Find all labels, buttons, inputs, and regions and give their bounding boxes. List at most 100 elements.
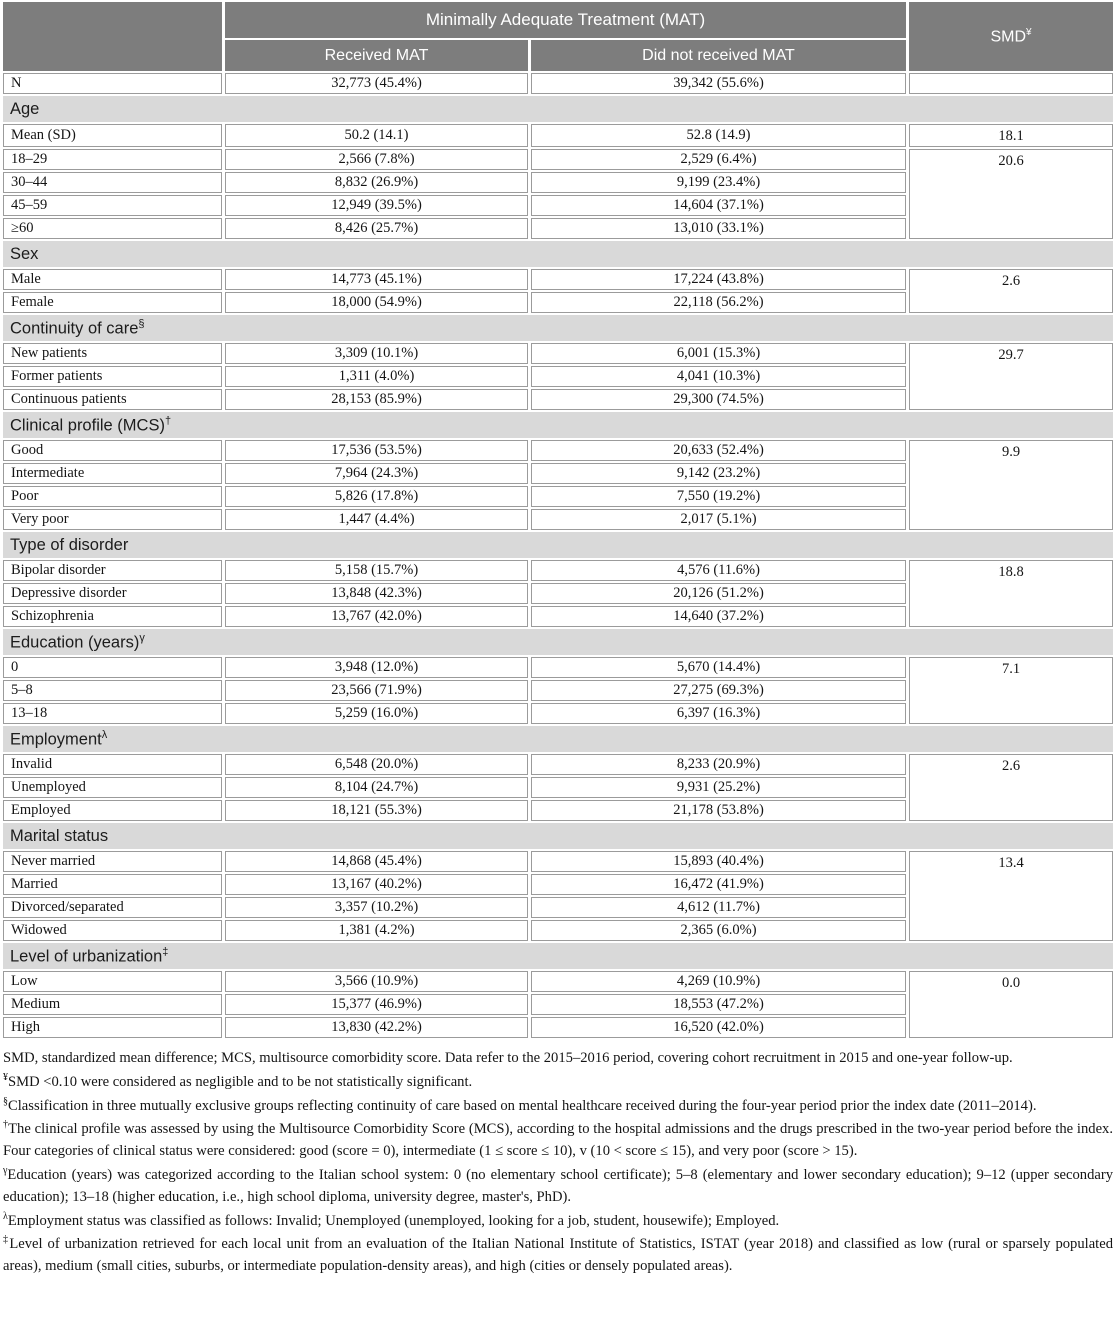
did-not-received-mat-value: 9,199 (23.4%)	[531, 172, 906, 193]
footnote-line: γEducation (years) was categorized accor…	[3, 1165, 1113, 1205]
received-mat-value: 6,548 (20.0%)	[225, 754, 528, 775]
table-row: Former patients 1,311 (4.0%) 4,041 (10.3%)	[3, 366, 1113, 387]
row-label: Intermediate	[3, 463, 222, 484]
table-row: Medium 15,377 (46.9%) 18,553 (47.2%)	[3, 994, 1113, 1015]
received-mat-value: 12,949 (39.5%)	[225, 195, 528, 216]
section-band-row: Marital status	[3, 823, 1113, 849]
row-label: Divorced/separated	[3, 897, 222, 918]
received-mat-value: 14,868 (45.4%)	[225, 851, 528, 872]
smd-value: 0.0	[909, 971, 1113, 1038]
received-mat-value: 18,000 (54.9%)	[225, 292, 528, 313]
footnote-line: ¥SMD <0.10 were considered as negligible…	[3, 1071, 473, 1090]
section-title: Marital status	[3, 823, 1113, 849]
did-not-received-mat-value: 7,550 (19.2%)	[531, 486, 906, 507]
section-title: Education (years)γ	[3, 629, 1113, 655]
table-row: Widowed 1,381 (4.2%) 2,365 (6.0%)	[3, 920, 1113, 941]
row-label: 0	[3, 657, 222, 678]
row-label: Mean (SD)	[3, 124, 222, 147]
baseline-characteristics-table: Minimally Adequate Treatment (MAT) SMD¥ …	[3, 2, 1113, 1038]
did-not-received-mat-value: 13,010 (33.1%)	[531, 218, 906, 239]
did-not-received-mat-value: 22,118 (56.2%)	[531, 292, 906, 313]
table-row: 45–59 12,949 (39.5%) 14,604 (37.1%)	[3, 195, 1113, 216]
footnote-line: §Classification in three mutually exclus…	[3, 1095, 1037, 1114]
received-mat-value: 17,536 (53.5%)	[225, 440, 528, 461]
table-row: High 13,830 (42.2%) 16,520 (42.0%)	[3, 1017, 1113, 1038]
did-not-received-mat-value: 29,300 (74.5%)	[531, 389, 906, 410]
row-label: Invalid	[3, 754, 222, 775]
section-band-row: Sex	[3, 241, 1113, 267]
received-mat-value: 18,121 (55.3%)	[225, 800, 528, 821]
did-not-received-mat-value: 20,126 (51.2%)	[531, 583, 906, 604]
footnote-marker: ¥	[3, 1071, 8, 1083]
footnote-marker: λ	[3, 1210, 8, 1222]
did-not-received-mat-value: 15,893 (40.4%)	[531, 851, 906, 872]
section-title: Employmentλ	[3, 726, 1113, 752]
section-title: Type of disorder	[3, 532, 1113, 558]
row-label: Never married	[3, 851, 222, 872]
row-label: Employed	[3, 800, 222, 821]
section-band-row: Type of disorder	[3, 532, 1113, 558]
smd-value: 9.9	[909, 440, 1113, 530]
received-mat-value: 3,309 (10.1%)	[225, 343, 528, 364]
did-not-received-mat-value: 14,640 (37.2%)	[531, 606, 906, 627]
section-band-row: Employmentλ	[3, 726, 1113, 752]
received-mat-value: 8,104 (24.7%)	[225, 777, 528, 798]
row-label: ≥60	[3, 218, 222, 239]
smd-value: 20.6	[909, 149, 1113, 239]
smd-value: 2.6	[909, 754, 1113, 821]
did-not-received-mat-value: 9,142 (23.2%)	[531, 463, 906, 484]
table-row: Good 17,536 (53.5%) 20,633 (52.4%) 9.9	[3, 440, 1113, 530]
did-not-received-mat-value: 16,472 (41.9%)	[531, 874, 906, 895]
table-row: Employed 18,121 (55.3%) 21,178 (53.8%)	[3, 800, 1113, 821]
did-not-received-mat-value: 4,576 (11.6%)	[531, 560, 906, 581]
received-mat-value: 1,381 (4.2%)	[225, 920, 528, 941]
table-row: Married 13,167 (40.2%) 16,472 (41.9%)	[3, 874, 1113, 895]
section-title-superscript: γ	[139, 631, 145, 644]
row-label: Medium	[3, 994, 222, 1015]
row-label: Very poor	[3, 509, 222, 530]
section-title: Clinical profile (MCS)†	[3, 412, 1113, 438]
header-did-not-received-mat: Did not received MAT	[531, 40, 906, 71]
footnotes: SMD, standardized mean difference; MCS, …	[0, 1040, 1116, 1284]
smd-value	[909, 73, 1113, 94]
did-not-received-mat-value: 20,633 (52.4%)	[531, 440, 906, 461]
received-mat-value: 5,259 (16.0%)	[225, 703, 528, 724]
row-label: N	[3, 73, 222, 94]
received-mat-value: 13,830 (42.2%)	[225, 1017, 528, 1038]
row-label: 30–44	[3, 172, 222, 193]
table-row: 5–8 23,566 (71.9%) 27,275 (69.3%)	[3, 680, 1113, 701]
received-mat-value: 1,447 (4.4%)	[225, 509, 528, 530]
received-mat-value: 5,158 (15.7%)	[225, 560, 528, 581]
row-label: Depressive disorder	[3, 583, 222, 604]
section-title: Continuity of care§	[3, 315, 1113, 341]
received-mat-value: 3,357 (10.2%)	[225, 897, 528, 918]
did-not-received-mat-value: 2,365 (6.0%)	[531, 920, 906, 941]
row-label: 45–59	[3, 195, 222, 216]
section-band-row: Continuity of care§	[3, 315, 1113, 341]
did-not-received-mat-value: 17,224 (43.8%)	[531, 269, 906, 290]
table-row: ≥60 8,426 (25.7%) 13,010 (33.1%)	[3, 218, 1113, 239]
did-not-received-mat-value: 8,233 (20.9%)	[531, 754, 906, 775]
row-label: Former patients	[3, 366, 222, 387]
row-label: Continuous patients	[3, 389, 222, 410]
row-label: Good	[3, 440, 222, 461]
received-mat-value: 32,773 (45.4%)	[225, 73, 528, 94]
table-page: Minimally Adequate Treatment (MAT) SMD¥ …	[0, 2, 1116, 1284]
table-row: Unemployed 8,104 (24.7%) 9,931 (25.2%)	[3, 777, 1113, 798]
header-received-mat: Received MAT	[225, 40, 528, 71]
section-band-row: Level of urbanization‡	[3, 943, 1113, 969]
row-label: 13–18	[3, 703, 222, 724]
section-title-superscript: ‡	[162, 945, 169, 958]
row-label: New patients	[3, 343, 222, 364]
received-mat-value: 7,964 (24.3%)	[225, 463, 528, 484]
header-empty-cell	[3, 2, 222, 71]
footnote-line: SMD, standardized mean difference; MCS, …	[3, 1050, 1013, 1066]
received-mat-value: 15,377 (46.9%)	[225, 994, 528, 1015]
did-not-received-mat-value: 14,604 (37.1%)	[531, 195, 906, 216]
received-mat-value: 1,311 (4.0%)	[225, 366, 528, 387]
table-header: Minimally Adequate Treatment (MAT) SMD¥ …	[3, 2, 1113, 71]
row-label: Female	[3, 292, 222, 313]
smd-value: 18.1	[909, 124, 1113, 147]
did-not-received-mat-value: 16,520 (42.0%)	[531, 1017, 906, 1038]
section-title-superscript: λ	[101, 728, 108, 741]
